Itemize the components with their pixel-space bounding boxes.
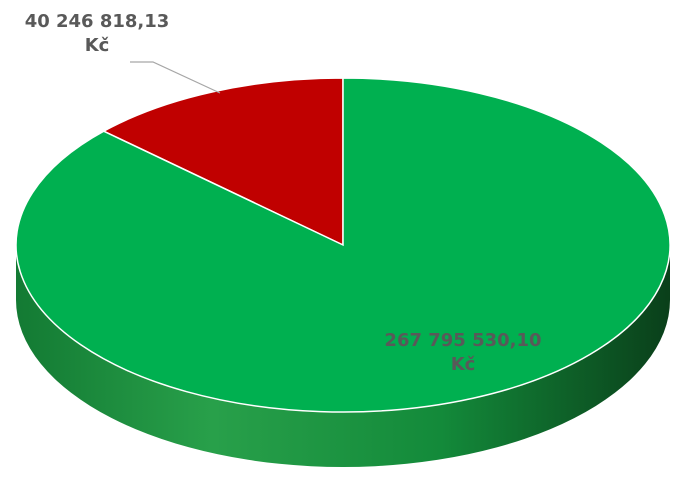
pie-slice — [15, 77, 671, 413]
leader-line — [130, 61, 221, 94]
pie-slice — [102, 77, 344, 247]
data-label: 267 795 530,10 Kč — [384, 330, 542, 375]
data-label: 40 246 818,13 Kč — [24, 11, 170, 56]
pie-side — [16, 245, 670, 467]
